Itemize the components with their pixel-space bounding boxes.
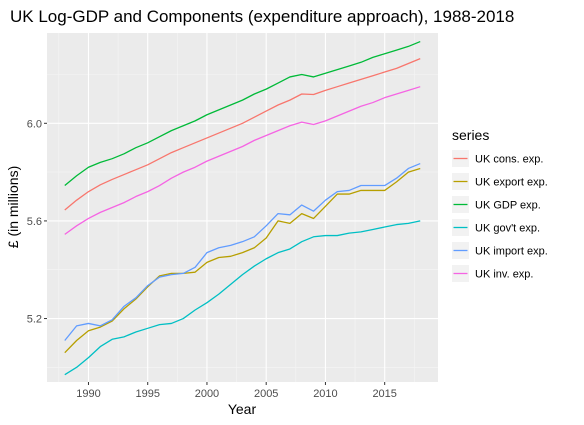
legend-label: UK cons. exp. — [475, 154, 543, 166]
legend: series UK cons. exp. UK export exp. UK GDP… — [452, 127, 548, 282]
series-lines — [64, 40, 421, 376]
grid-major — [47, 33, 438, 382]
x-tick-label: 2010 — [313, 388, 337, 400]
y-axis-title: £ (in millions) — [5, 166, 21, 248]
y-tick-label: 5.2 — [27, 314, 42, 326]
legend-label: UK export exp. — [475, 177, 548, 189]
plot-panel — [47, 33, 438, 382]
x-axis-title: Year — [228, 401, 257, 417]
legend-title: series — [452, 127, 489, 143]
series-line — [64, 162, 421, 341]
grid-minor — [47, 33, 438, 382]
series-line — [64, 58, 421, 211]
series-line — [64, 40, 421, 187]
y-tick-label: 5.6 — [27, 216, 42, 228]
legend-label: UK inv. exp. — [475, 269, 534, 281]
y-tick-label: 6.0 — [27, 118, 42, 130]
series-line — [64, 220, 421, 376]
y-axis-ticks: 5.2 5.6 6.0 — [27, 118, 47, 326]
legend-label: UK GDP exp. — [475, 200, 541, 212]
x-tick-label: 2000 — [195, 388, 219, 400]
series-line — [64, 86, 421, 235]
x-tick-label: 2005 — [254, 388, 278, 400]
x-axis-ticks: 1990 1995 2000 2005 2010 2015 — [76, 382, 397, 400]
legend-label: UK import exp. — [475, 246, 548, 258]
x-tick-label: 2015 — [372, 388, 396, 400]
series-line — [64, 167, 421, 354]
x-tick-label: 1990 — [76, 388, 100, 400]
x-tick-label: 1995 — [135, 388, 159, 400]
legend-items: UK cons. exp. UK export exp. UK GDP exp. UK… — [452, 150, 548, 282]
chart-title: UK Log-GDP and Components (expenditure a… — [10, 7, 514, 26]
legend-label: UK gov't exp. — [475, 223, 540, 235]
